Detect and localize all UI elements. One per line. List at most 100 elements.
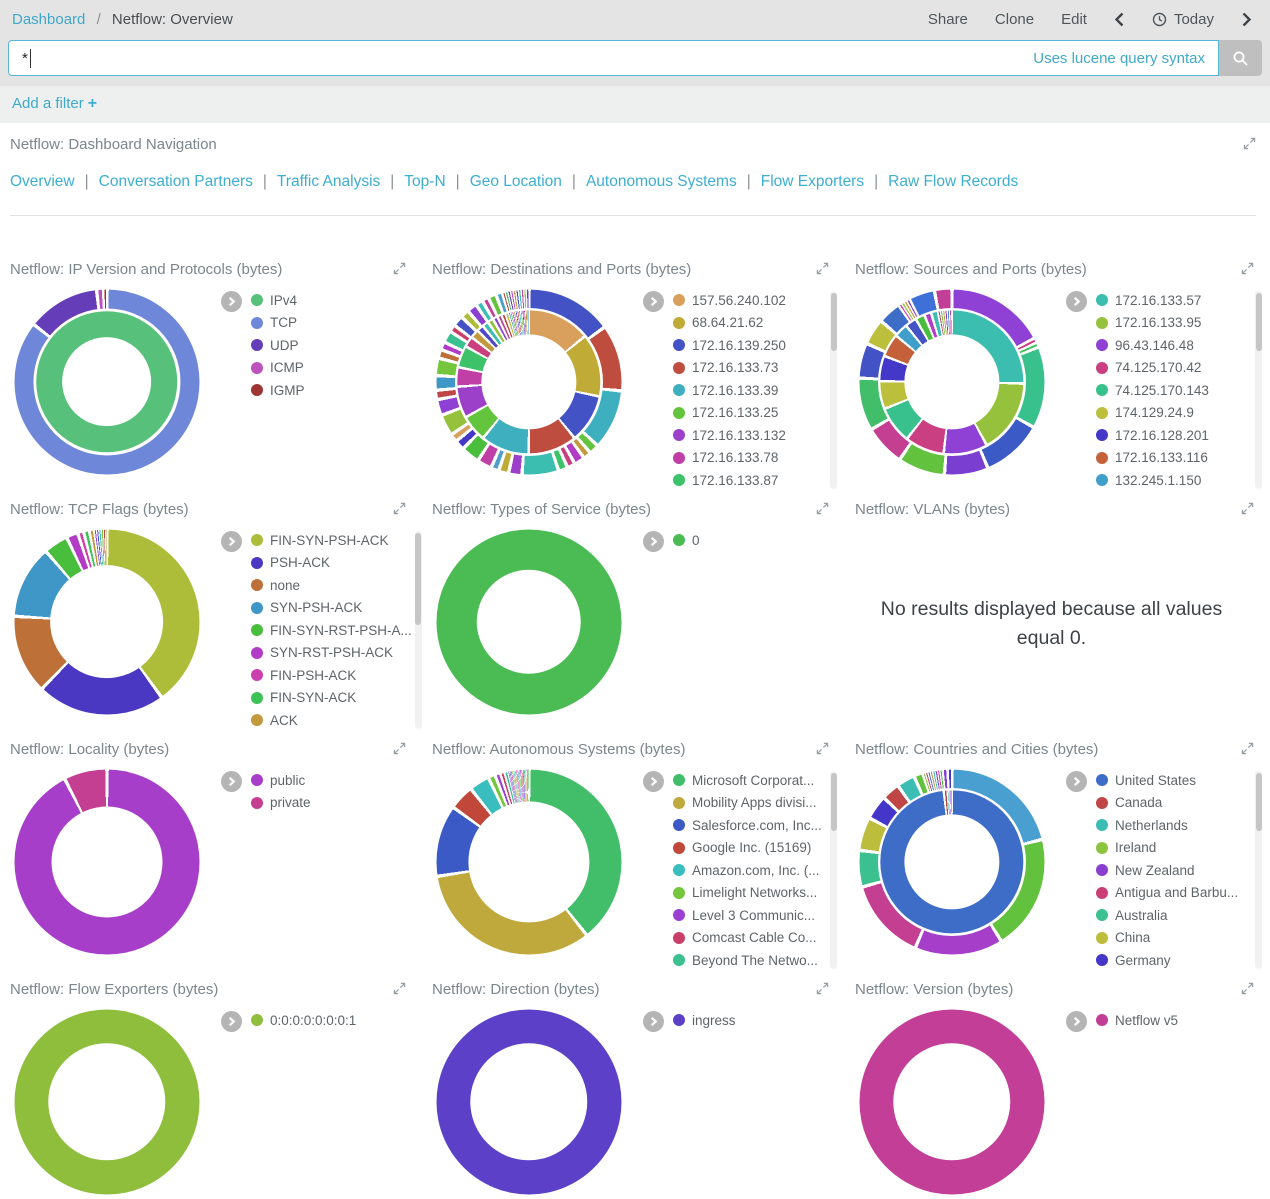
- action-share[interactable]: Share: [927, 10, 968, 28]
- legend-item[interactable]: China: [1096, 927, 1238, 950]
- action-edit[interactable]: Edit: [1061, 10, 1087, 28]
- expand-icon[interactable]: [393, 502, 406, 515]
- legend-item[interactable]: 172.16.133.39: [673, 379, 786, 402]
- legend-toggle-icon[interactable]: [221, 771, 242, 792]
- legend-item[interactable]: ACK: [251, 709, 412, 732]
- donut-chart[interactable]: [436, 529, 621, 714]
- expand-icon[interactable]: [1241, 742, 1254, 755]
- donut-chart[interactable]: [14, 1009, 199, 1194]
- legend-item[interactable]: Germany: [1096, 949, 1238, 972]
- legend-scrollbar-thumb[interactable]: [1255, 773, 1262, 831]
- legend-item[interactable]: Amazon.com, Inc. (...: [673, 859, 822, 882]
- legend-toggle-icon[interactable]: [221, 291, 242, 312]
- legend-item[interactable]: 172.16.139.250: [673, 334, 786, 357]
- legend-scrollbar[interactable]: [830, 771, 837, 969]
- legend-item[interactable]: 132.245.1.150: [1096, 469, 1209, 492]
- expand-icon[interactable]: [816, 742, 829, 755]
- nav-link-geo-location[interactable]: Geo Location: [469, 173, 562, 190]
- donut-chart[interactable]: [859, 769, 1044, 954]
- legend-item[interactable]: 74.125.170.42: [1096, 357, 1209, 380]
- legend-item[interactable]: Antigua and Barbu...: [1096, 882, 1238, 905]
- legend-item[interactable]: Beyond The Netwo...: [673, 949, 822, 972]
- legend-item[interactable]: ICMP: [251, 357, 305, 380]
- legend-item[interactable]: Netflow v5: [1096, 1009, 1178, 1032]
- legend-toggle-icon[interactable]: [643, 291, 664, 312]
- time-next-button[interactable]: [1241, 12, 1252, 27]
- legend-item[interactable]: 172.16.128.201: [1096, 424, 1209, 447]
- donut-chart[interactable]: [436, 769, 621, 954]
- legend-item[interactable]: 172.16.133.25: [673, 402, 786, 425]
- nav-link-raw-flow-records[interactable]: Raw Flow Records: [888, 173, 1019, 190]
- legend-item[interactable]: 157.56.240.102: [673, 289, 786, 312]
- legend-item[interactable]: private: [251, 792, 311, 815]
- legend-item[interactable]: TCP: [251, 312, 305, 335]
- query-input[interactable]: * Uses lucene query syntax: [8, 40, 1219, 76]
- legend-item[interactable]: Netherlands: [1096, 814, 1238, 837]
- legend-item[interactable]: Microsoft Corporat...: [673, 769, 822, 792]
- legend-item[interactable]: 172.16.133.132: [673, 424, 786, 447]
- legend-item[interactable]: Limelight Networks...: [673, 882, 822, 905]
- legend-item[interactable]: Australia: [1096, 904, 1238, 927]
- legend-scrollbar-thumb[interactable]: [415, 533, 422, 625]
- legend-item[interactable]: 0: [673, 529, 700, 552]
- legend-item[interactable]: Mobility Apps divisi...: [673, 792, 822, 815]
- legend-item[interactable]: 172.16.133.73: [673, 357, 786, 380]
- legend-item[interactable]: FIN-PSH-ACK: [251, 664, 412, 687]
- expand-icon[interactable]: [816, 982, 829, 995]
- legend-scrollbar-thumb[interactable]: [830, 293, 837, 351]
- legend-item[interactable]: public: [251, 769, 311, 792]
- donut-chart[interactable]: [436, 289, 621, 474]
- legend-item[interactable]: Canada: [1096, 792, 1238, 815]
- plus-icon[interactable]: +: [87, 95, 98, 112]
- legend-item[interactable]: 172.16.133.78: [673, 447, 786, 470]
- donut-chart[interactable]: [859, 289, 1044, 474]
- nav-link-autonomous-systems[interactable]: Autonomous Systems: [585, 173, 737, 190]
- expand-icon[interactable]: [1241, 262, 1254, 275]
- legend-item[interactable]: Google Inc. (15169): [673, 837, 822, 860]
- donut-chart[interactable]: [14, 529, 199, 714]
- legend-item[interactable]: IGMP: [251, 379, 305, 402]
- legend-item[interactable]: 172.16.133.116: [1096, 447, 1209, 470]
- nav-link-traffic-analysis[interactable]: Traffic Analysis: [276, 173, 381, 190]
- legend-scrollbar[interactable]: [830, 291, 837, 489]
- legend-scrollbar[interactable]: [414, 531, 422, 729]
- legend-toggle-icon[interactable]: [221, 1011, 242, 1032]
- legend-item[interactable]: FIN-SYN-ACK: [251, 687, 412, 710]
- time-picker-button[interactable]: Today: [1152, 11, 1214, 28]
- legend-item[interactable]: 96.43.146.48: [1096, 334, 1209, 357]
- legend-toggle-icon[interactable]: [643, 531, 664, 552]
- lucene-syntax-link[interactable]: Uses lucene query syntax: [1033, 49, 1205, 67]
- legend-item[interactable]: ingress: [673, 1009, 736, 1032]
- legend-item[interactable]: UDP: [251, 334, 305, 357]
- action-clone[interactable]: Clone: [994, 10, 1035, 28]
- donut-chart[interactable]: [14, 289, 199, 474]
- legend-item[interactable]: 0:0:0:0:0:0:0:1: [251, 1009, 356, 1032]
- legend-item[interactable]: Level 3 Communic...: [673, 904, 822, 927]
- nav-link-conversation-partners[interactable]: Conversation Partners: [98, 173, 253, 190]
- expand-icon[interactable]: [1243, 137, 1256, 150]
- legend-scrollbar-thumb[interactable]: [1255, 293, 1262, 351]
- legend-toggle-icon[interactable]: [1066, 1011, 1087, 1032]
- expand-icon[interactable]: [393, 262, 406, 275]
- nav-link-overview[interactable]: Overview: [10, 173, 75, 190]
- legend-item[interactable]: 174.129.24.9: [1096, 402, 1209, 425]
- legend-item[interactable]: Salesforce.com, Inc...: [673, 814, 822, 837]
- expand-icon[interactable]: [1241, 982, 1254, 995]
- add-filter-link[interactable]: Add a filter: [12, 95, 84, 112]
- legend-item[interactable]: Comcast Cable Co...: [673, 927, 822, 950]
- legend-toggle-icon[interactable]: [221, 531, 242, 552]
- legend-item[interactable]: none: [251, 574, 412, 597]
- legend-item[interactable]: SYN-RST-PSH-ACK: [251, 642, 412, 665]
- expand-icon[interactable]: [816, 502, 829, 515]
- legend-item[interactable]: SYN-PSH-ACK: [251, 597, 412, 620]
- legend-scrollbar-thumb[interactable]: [830, 773, 837, 831]
- nav-link-top-n[interactable]: Top-N: [404, 173, 446, 190]
- expand-icon[interactable]: [393, 982, 406, 995]
- legend-item[interactable]: 68.64.21.62: [673, 312, 786, 335]
- expand-icon[interactable]: [393, 742, 406, 755]
- nav-link-flow-exporters[interactable]: Flow Exporters: [760, 173, 865, 190]
- donut-chart[interactable]: [14, 769, 199, 954]
- legend-item[interactable]: 172.16.133.95: [1096, 312, 1209, 335]
- legend-scrollbar[interactable]: [1255, 771, 1262, 969]
- legend-toggle-icon[interactable]: [643, 771, 664, 792]
